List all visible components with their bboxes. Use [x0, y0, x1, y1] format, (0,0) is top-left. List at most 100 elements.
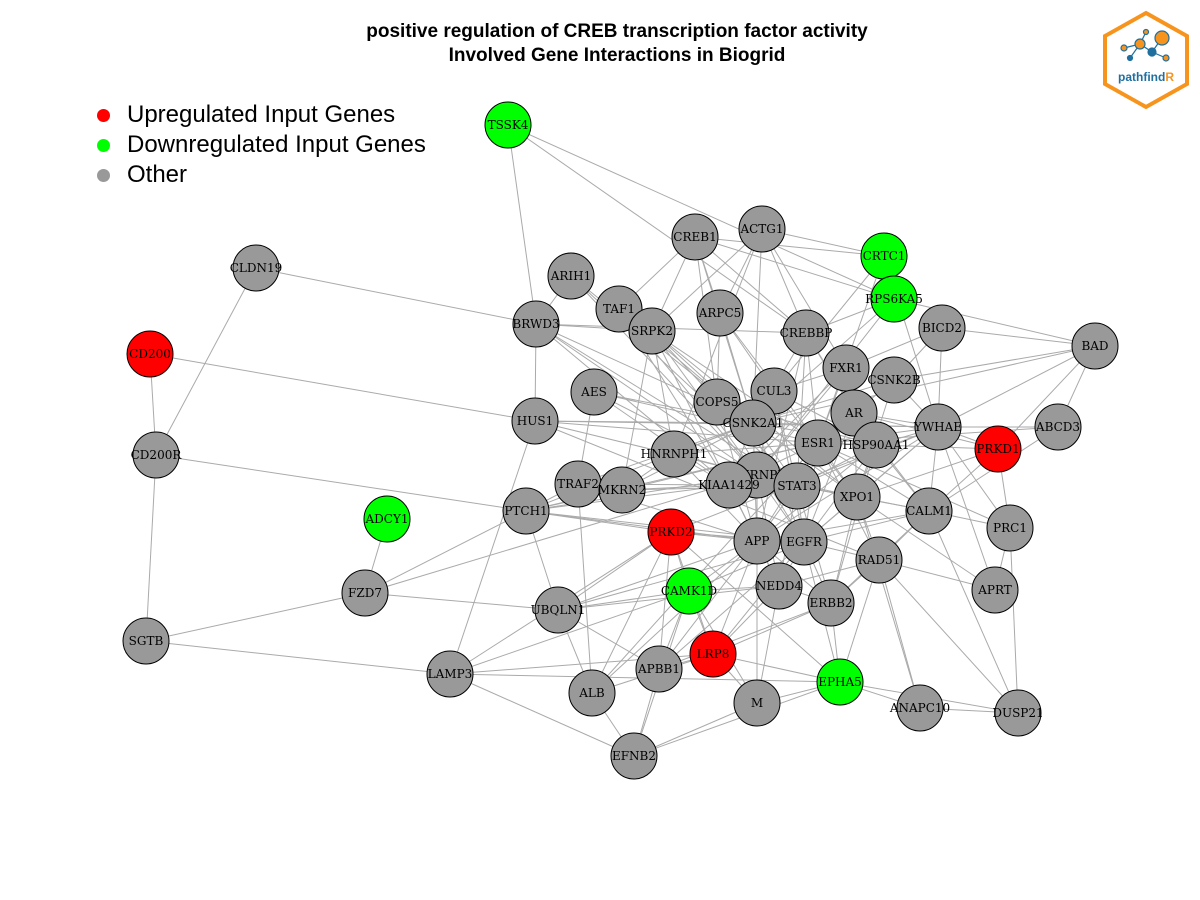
node-circle-nedd4 — [755, 562, 803, 610]
node-label-cops5: COPS5 — [696, 395, 739, 409]
edge-crebbp-app — [756, 332, 807, 542]
node-anapc10: ANAPC10 — [889, 684, 950, 732]
edge-srpk2-mkrn2 — [621, 330, 653, 491]
edge-prkd1-xpo1 — [856, 448, 999, 498]
node-label-abcd3: ABCD3 — [1035, 420, 1080, 434]
node-circle-rad51 — [855, 536, 903, 584]
node-lamp3: LAMP3 — [426, 650, 474, 698]
edge-aprt-xpo1 — [856, 496, 996, 591]
node-circle-ywhae — [914, 403, 962, 451]
node-circle-ptch1 — [502, 487, 550, 535]
node-label-apbb1: APBB1 — [637, 662, 680, 676]
edge-app-apbb1 — [658, 540, 758, 670]
edge-prc1-esr1 — [817, 442, 1011, 529]
node-csnk2a1: CSNK2A1 — [723, 399, 783, 447]
node-label-mkrn2: MKRN2 — [598, 483, 646, 497]
node-fzd7: FZD7 — [341, 569, 389, 617]
node-efnb2: EFNB2 — [610, 732, 658, 780]
edge-sgtb-lamp3 — [145, 640, 451, 675]
legend-dot-down — [97, 138, 110, 152]
edge-egfr-lrp8 — [712, 541, 805, 655]
legend-item-down: Downregulated Input Genes — [97, 130, 426, 160]
node-label-tssk4: TSSK4 — [488, 118, 529, 132]
node-circle-tssk4 — [484, 101, 532, 149]
node-label-sgtb: SGTB — [129, 634, 164, 648]
node-label-taf1: TAF1 — [603, 302, 635, 316]
edge-brwd3-hnrnpl — [535, 323, 758, 476]
node-rad51: RAD51 — [855, 536, 903, 584]
node-circle-cd200r — [132, 431, 180, 479]
node-alb: ALB — [568, 669, 616, 717]
node-label-fxr1: FXR1 — [829, 361, 863, 375]
pathfindr-logo: pathfindR — [1103, 10, 1189, 110]
node-circle-actg1 — [738, 205, 786, 253]
node-cldn19: CLDN19 — [230, 244, 282, 292]
node-label-xpo1: XPO1 — [840, 490, 874, 504]
node-circle-rps6ka5 — [870, 275, 918, 323]
node-srpk2: SRPK2 — [628, 307, 676, 355]
title-line-1: positive regulation of CREB transcriptio… — [366, 21, 868, 42]
legend: Upregulated Input Genes Downregulated In… — [97, 100, 426, 190]
legend-dot-up — [97, 108, 110, 122]
edge-prkd2-alb — [591, 531, 672, 694]
node-camk1d: CAMK1D — [661, 567, 717, 615]
node-label-erbb2: ERBB2 — [809, 596, 852, 610]
edge-cldn19-brwd3 — [255, 267, 537, 325]
node-circle-kiaa1429 — [705, 461, 753, 509]
edge-actg1-hnrnph1 — [673, 228, 763, 455]
legend-item-other: Other — [97, 160, 426, 190]
node-label-cul3: CUL3 — [757, 384, 792, 398]
node-label-lamp3: LAMP3 — [428, 667, 473, 681]
node-label-prkd2: PRKD2 — [649, 525, 692, 539]
node-prkd2: PRKD2 — [647, 508, 695, 556]
node-label-prc1: PRC1 — [993, 521, 1027, 535]
edge-lamp3-efnb2 — [449, 673, 635, 757]
node-circle-lrp8 — [689, 630, 737, 678]
node-label-brwd3: BRWD3 — [512, 317, 559, 331]
node-circle-calm1 — [905, 487, 953, 535]
node-actg1: ACTG1 — [738, 205, 786, 253]
node-label-ubqln1: UBQLN1 — [531, 603, 586, 617]
node-kiaa1429: KIAA1429 — [698, 461, 760, 509]
logo-network-icon — [1120, 28, 1170, 62]
node-label-ar: AR — [844, 406, 864, 420]
edge-csnk2b-csnk2a1 — [752, 379, 895, 424]
node-ubqln1: UBQLN1 — [531, 586, 586, 634]
node-circle-xpo1 — [833, 473, 881, 521]
edge-app-ubqln1 — [557, 540, 758, 611]
node-circle-dusp21 — [994, 689, 1042, 737]
node-label-rad51: RAD51 — [858, 553, 901, 567]
node-label-cd200r: CD200R — [131, 448, 183, 462]
node-hsp90aa1: HSP90AA1 — [843, 421, 910, 469]
node-mkrn2: MKRN2 — [598, 466, 646, 514]
node-circle-fzd7 — [341, 569, 389, 617]
node-traf2: TRAF2 — [554, 460, 602, 508]
node-abcd3: ABCD3 — [1034, 403, 1082, 451]
node-circle-hus1 — [511, 397, 559, 445]
node-circle-adcy1 — [363, 495, 411, 543]
edge-anapc10-xpo1 — [856, 496, 921, 709]
node-brwd3: BRWD3 — [512, 300, 560, 348]
legend-dot-other — [97, 168, 110, 182]
node-label-bad: BAD — [1081, 339, 1108, 353]
node-circle-taf1 — [595, 285, 643, 333]
node-label-arih1: ARIH1 — [550, 269, 592, 283]
node-label-efnb2: EFNB2 — [612, 749, 656, 763]
node-label-m: M — [751, 696, 763, 710]
node-lrp8: LRP8 — [689, 630, 737, 678]
node-circle-egfr — [780, 518, 828, 566]
logo-text-main: pathfind — [1118, 70, 1165, 84]
edge-efnb2-epha5 — [633, 681, 841, 757]
node-circle-app — [733, 517, 781, 565]
chart-title: positive regulation of CREB transcriptio… — [0, 20, 1200, 68]
node-circle-csnk2a1 — [729, 399, 777, 447]
node-rps6ka5: RPS6KA5 — [865, 275, 923, 323]
node-circle-arih1 — [547, 252, 595, 300]
node-hnrnph1: HNRNPH1 — [641, 430, 707, 478]
node-aes: AES — [570, 368, 618, 416]
node-erbb2: ERBB2 — [807, 579, 855, 627]
edge-actg1-fxr1 — [761, 228, 847, 369]
node-circle-ubqln1 — [534, 586, 582, 634]
node-circle-creb1 — [671, 213, 719, 261]
